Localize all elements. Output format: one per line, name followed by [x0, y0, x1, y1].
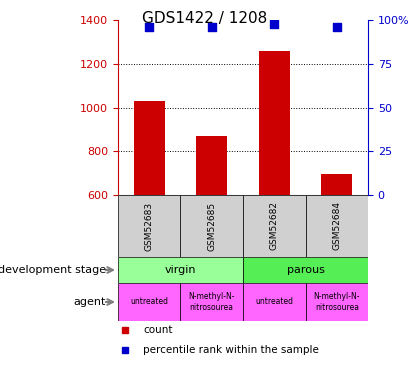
Text: parous: parous	[286, 265, 324, 275]
Bar	[258, 51, 289, 195]
Point	[333, 24, 339, 30]
Text: GSM52685: GSM52685	[207, 201, 216, 250]
Text: virgin: virgin	[164, 265, 196, 275]
FancyBboxPatch shape	[118, 257, 243, 283]
FancyBboxPatch shape	[118, 283, 180, 321]
Text: GSM52683: GSM52683	[144, 201, 153, 250]
Text: GSM52682: GSM52682	[269, 201, 278, 250]
Point	[270, 21, 277, 27]
FancyBboxPatch shape	[305, 195, 367, 257]
Text: N-methyl-N-
nitrosourea: N-methyl-N- nitrosourea	[313, 292, 359, 312]
FancyBboxPatch shape	[180, 283, 243, 321]
FancyBboxPatch shape	[180, 195, 243, 257]
Text: count: count	[143, 325, 172, 335]
Bar	[196, 136, 227, 195]
Bar	[320, 174, 351, 195]
Text: agent: agent	[73, 297, 106, 307]
Text: GDS1422 / 1208: GDS1422 / 1208	[142, 10, 267, 26]
FancyBboxPatch shape	[305, 283, 367, 321]
FancyBboxPatch shape	[243, 283, 305, 321]
Text: GSM52684: GSM52684	[331, 201, 340, 250]
FancyBboxPatch shape	[243, 195, 305, 257]
Bar	[133, 101, 164, 195]
Point	[208, 24, 214, 30]
Text: N-methyl-N-
nitrosourea: N-methyl-N- nitrosourea	[188, 292, 234, 312]
Text: untreated: untreated	[130, 297, 168, 306]
Text: percentile rank within the sample: percentile rank within the sample	[143, 345, 318, 355]
FancyBboxPatch shape	[243, 257, 367, 283]
Point	[146, 24, 152, 30]
FancyBboxPatch shape	[118, 195, 180, 257]
Text: development stage: development stage	[0, 265, 106, 275]
Text: untreated: untreated	[255, 297, 292, 306]
